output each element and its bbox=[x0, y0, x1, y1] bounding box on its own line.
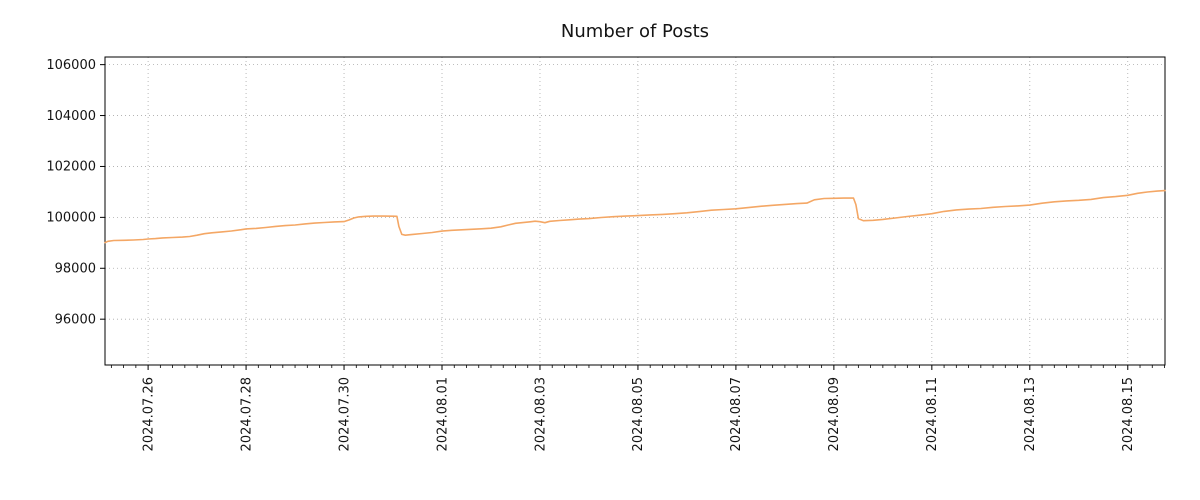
x-tick-label: 2024.08.07 bbox=[729, 377, 744, 451]
y-tick-label: 100000 bbox=[46, 211, 96, 226]
series-line-number-of-posts bbox=[104, 189, 1166, 244]
y-tick-label: 98000 bbox=[55, 262, 96, 277]
x-tick-label: 2024.08.11 bbox=[925, 377, 940, 451]
series bbox=[104, 189, 1166, 244]
grid bbox=[105, 57, 1165, 365]
x-tick-label: 2024.08.03 bbox=[533, 377, 548, 451]
y-tick-label: 96000 bbox=[55, 312, 96, 327]
x-tick-label: 2024.08.09 bbox=[827, 377, 842, 451]
plot-border bbox=[104, 56, 1166, 366]
x-tick-label: 2024.08.15 bbox=[1121, 377, 1136, 451]
x-tick-label: 2024.07.28 bbox=[239, 377, 254, 451]
x-tick-label: 2024.07.26 bbox=[141, 377, 156, 451]
y-tick-label: 106000 bbox=[46, 58, 96, 73]
x-tick-label: 2024.07.30 bbox=[337, 377, 352, 451]
x-tick-label: 2024.08.01 bbox=[435, 377, 450, 451]
x-tick-label: 2024.08.13 bbox=[1023, 377, 1038, 451]
chart-title: Number of Posts bbox=[561, 21, 709, 42]
y-tick-label: 102000 bbox=[46, 160, 96, 175]
axes: 96000 98000 100000 102000 104000 106000 2024.0… bbox=[46, 56, 1166, 451]
x-tick-label: 2024.08.05 bbox=[631, 377, 646, 451]
y-tick-label: 104000 bbox=[46, 109, 96, 124]
